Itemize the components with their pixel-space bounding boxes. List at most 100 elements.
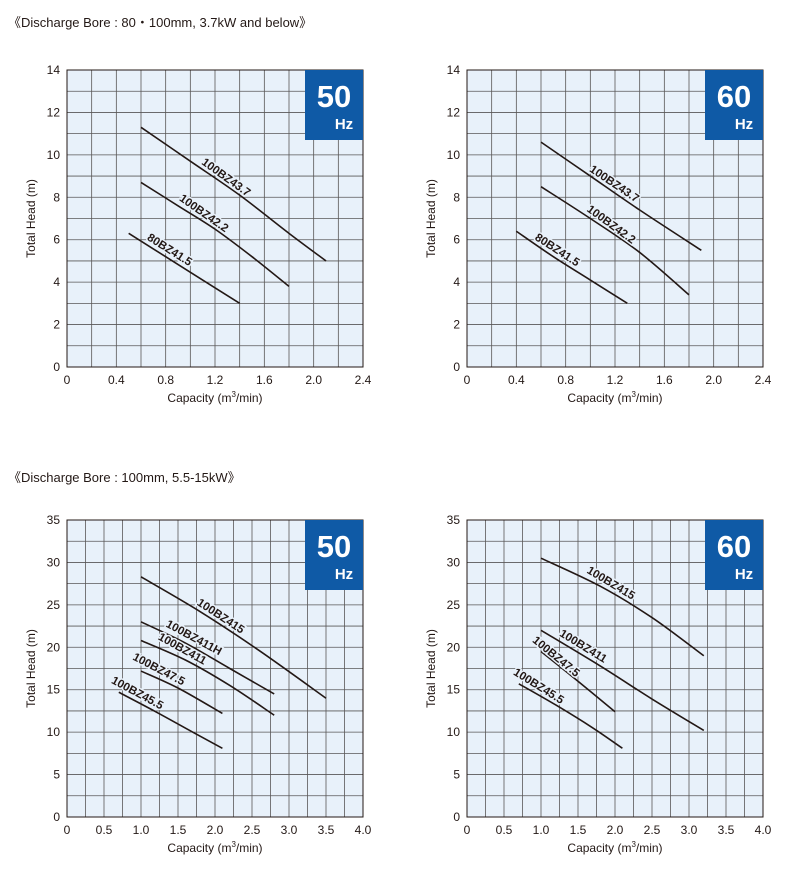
frequency-badge-value: 60 — [717, 79, 751, 114]
x-tick-label: 0 — [64, 823, 71, 837]
y-tick-label: 0 — [53, 360, 60, 374]
y-tick-label: 25 — [47, 598, 61, 612]
y-tick-label: 5 — [53, 768, 60, 782]
chart-small-60hz: 0 0.4 0.8 1.2 1.6 2.0 2.4 0 2 4 6 8 10 12 14 Capacity (… — [424, 63, 772, 405]
x-tick-label: 1.6 — [656, 373, 673, 387]
grid — [467, 70, 763, 367]
plot-frame — [66, 69, 364, 368]
frequency-badge-unit: Hz — [735, 116, 753, 133]
series-line-100bz415 — [140, 576, 327, 699]
y-tick-label: 12 — [447, 105, 461, 119]
x-tick-label: 2.0 — [305, 373, 322, 387]
x-tick-label: 2.0 — [607, 823, 624, 837]
frequency-badge-value: 50 — [317, 79, 351, 114]
series-line-100bz411h — [140, 621, 275, 695]
y-tick-label: 6 — [453, 233, 460, 247]
x-tick-label: 3.0 — [281, 823, 298, 837]
x-tick-label: 3.5 — [718, 823, 735, 837]
x-tick-label: 2.5 — [244, 823, 261, 837]
chart-small-50hz: 0 0.4 0.8 1.2 1.6 2.0 2.4 0 2 4 6 8 10 12 14 Capacity (… — [24, 63, 372, 405]
x-tick-label: 2.4 — [355, 373, 372, 387]
x-tick-label: 0.8 — [157, 373, 174, 387]
frequency-badge-unit: Hz — [335, 116, 353, 133]
x-tick-label: 1.2 — [607, 373, 624, 387]
x-axis-title: Capacity (m3/min) — [567, 840, 662, 855]
series-line-80bz41-5 — [515, 230, 628, 305]
frequency-badge — [305, 520, 363, 590]
x-tick-label: 0.4 — [108, 373, 125, 387]
y-tick-label: 20 — [47, 640, 61, 654]
section-title-small-pumps: 《Discharge Bore : 80・100mm, 3.7kW and be… — [8, 15, 313, 30]
x-tick-label: 2.4 — [755, 373, 772, 387]
y-axis-title: Total Head (m) — [424, 179, 438, 258]
y-tick-label: 10 — [47, 148, 61, 162]
x-tick-label: 0 — [464, 373, 471, 387]
y-axis-title: Total Head (m) — [24, 629, 38, 708]
x-tick-label: 3.5 — [318, 823, 335, 837]
y-axis-title: Total Head (m) — [24, 179, 38, 258]
y-tick-label: 14 — [47, 63, 61, 77]
x-tick-label: 0.4 — [508, 373, 525, 387]
series-line-100bz43-7 — [540, 141, 702, 251]
y-tick-label: 8 — [453, 190, 460, 204]
y-tick-label: 30 — [447, 555, 461, 569]
series-line-80bz41-5 — [128, 232, 241, 305]
series-line-100bz45-5 — [118, 691, 223, 749]
y-tick-label: 0 — [53, 810, 60, 824]
x-tick-label: 0.5 — [96, 823, 113, 837]
x-tick-label: 0 — [464, 823, 471, 837]
y-tick-label: 10 — [447, 148, 461, 162]
series-line-100bz42-2 — [140, 181, 290, 288]
y-tick-label: 12 — [47, 105, 61, 119]
y-tick-label: 2 — [53, 318, 60, 332]
series-line-100bz42-2 — [540, 186, 690, 296]
x-axis-title: Capacity (m3/min) — [167, 390, 262, 405]
x-tick-label: 1.5 — [570, 823, 587, 837]
x-tick-label: 1.0 — [133, 823, 150, 837]
frequency-badge — [705, 70, 763, 140]
frequency-badge-unit: Hz — [335, 566, 353, 583]
y-tick-label: 4 — [453, 275, 460, 289]
x-tick-label: 2.0 — [207, 823, 224, 837]
plot-frame — [66, 519, 364, 818]
series-line-100bz45-5 — [518, 683, 623, 749]
x-tick-label: 4.0 — [755, 823, 772, 837]
x-tick-label: 1.0 — [533, 823, 550, 837]
x-tick-label: 0 — [64, 373, 71, 387]
y-tick-label: 25 — [447, 598, 461, 612]
series-line-100bz47-5 — [140, 670, 223, 715]
x-tick-label: 0.8 — [557, 373, 574, 387]
y-tick-label: 35 — [47, 513, 61, 527]
frequency-badge-value: 50 — [317, 529, 351, 564]
x-axis-title: Capacity (m3/min) — [167, 840, 262, 855]
grid — [67, 520, 363, 817]
x-tick-label: 4.0 — [355, 823, 372, 837]
y-axis-title: Total Head (m) — [424, 629, 438, 708]
y-tick-label: 0 — [453, 810, 460, 824]
frequency-badge-unit: Hz — [735, 566, 753, 583]
series-line-100bz411 — [140, 639, 275, 716]
frequency-badge — [705, 520, 763, 590]
x-tick-label: 1.2 — [207, 373, 224, 387]
series-line-100bz47-5 — [540, 650, 616, 713]
series-line-100bz43-7 — [140, 126, 327, 262]
y-tick-label: 8 — [53, 190, 60, 204]
y-tick-label: 0 — [453, 360, 460, 374]
series-line-100bz415 — [540, 557, 705, 657]
x-tick-label: 0.5 — [496, 823, 513, 837]
y-tick-label: 15 — [47, 683, 61, 697]
x-tick-label: 2.5 — [644, 823, 661, 837]
y-tick-label: 5 — [453, 768, 460, 782]
frequency-badge-value: 60 — [717, 529, 751, 564]
x-tick-label: 1.6 — [256, 373, 273, 387]
plot-frame — [466, 69, 764, 368]
series-line-100bz411 — [540, 629, 705, 732]
y-tick-label: 15 — [447, 683, 461, 697]
frequency-badge — [305, 70, 363, 140]
y-tick-label: 4 — [53, 275, 60, 289]
x-tick-label: 3.0 — [681, 823, 698, 837]
chart-large-60hz: 0 0.5 1.0 1.5 2.0 2.5 3.0 3.5 4.0 0 5 10 15 20 25 30 35 C… — [424, 513, 772, 855]
y-tick-label: 6 — [53, 233, 60, 247]
y-tick-label: 10 — [447, 725, 461, 739]
y-tick-label: 35 — [447, 513, 461, 527]
